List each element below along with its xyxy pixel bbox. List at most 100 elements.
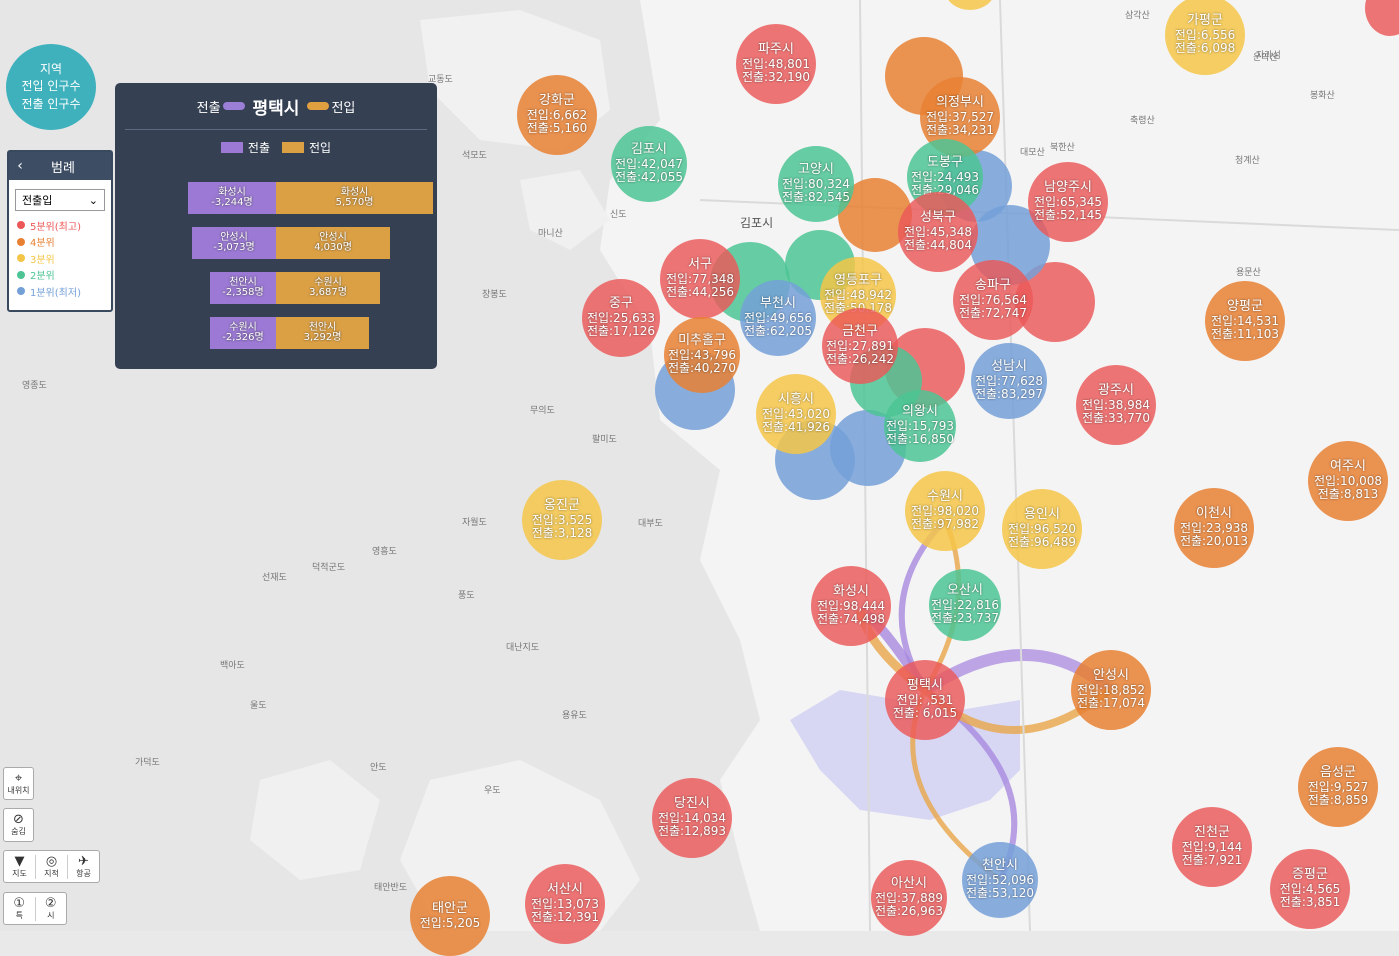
map-type-map[interactable]: ▼ 지도 [4,855,35,879]
map-place-label: 자라섬 [1256,51,1281,61]
region-bubble-11[interactable]: 송파구 전입:76,564 전출:72,747 [953,260,1033,340]
region-bubble-0[interactable]: 파주시 전입:48,801 전출:32,190 [736,24,816,104]
region-bubble-29[interactable]: 안성시 전입:18,852 전출:17,074 [1071,650,1151,730]
legend-list: 5분위(최고) 4분위 3분위 2분위 1분위(최저) [17,217,111,300]
region-out: 전출:8,813 [1317,487,1379,502]
map-place-label: 안도 [370,763,387,773]
region-in: 전입:52,096 [965,872,1035,887]
map-place-label: 장봉도 [482,290,507,300]
region-name: 고양시 [798,161,834,177]
flow-in-label: 전입 [331,100,356,116]
region-in: 전입:14,531 [1210,313,1280,328]
region-bubble-19[interactable]: 시흥시 전입:43,020 전출:41,926 [756,374,836,454]
region-bubble-30[interactable]: 음성군 전입:9,527 전출:8,859 [1298,747,1378,827]
legend-type-select[interactable]: 전출입 ⌄ [15,189,105,211]
region-name: 안성시 [1093,667,1129,683]
region-name: 이천시 [1196,505,1232,521]
region-bubble-14[interactable]: 양평군 전입:14,531 전출:11,103 [1205,281,1285,361]
region-out: 전출:26,242 [825,352,895,367]
flow-in-name: 수원시 [314,276,342,288]
region-name: 용인시 [1024,506,1060,522]
region-bubble-17[interactable]: 성남시 전입:77,628 전출:83,297 [971,343,1047,419]
region-bubble-23[interactable]: 수원시 전입:98,020 전출:97,982 [905,471,985,551]
flow-panel-header: 전출 평택시 전입 [115,83,437,129]
region-bubble-31[interactable]: 당진시 전입:14,034 전출:12,893 [652,778,732,858]
map-place-label: 석모도 [462,151,487,161]
region-bubble-7[interactable]: 남양주시 전입:65,345 전출:52,145 [1028,162,1108,242]
airplane-icon: ✈ [78,853,89,869]
flow-row[interactable]: 안성시 -3,073명 안성시 4,030명 [192,227,390,259]
region-bubble-25[interactable]: 이천시 전입:23,938 전출:20,013 [1174,488,1254,568]
region-in: 전입:65,345 [1033,194,1103,209]
region-bubble-32[interactable]: 진천군 전입:9,144 전출:7,921 [1172,807,1252,887]
map-place-label: 울도 [250,701,267,711]
region-out: 전출:44,804 [903,238,973,253]
region-name: 여주시 [1330,458,1366,474]
region-in: 전입:6,556 [1174,27,1236,42]
map-place-label: 운악산 [1253,53,1278,63]
region-bubble-5[interactable]: 고양시 전입:80,324 전출:82,545 [778,146,854,222]
region-out: 전출:44,256 [665,285,735,300]
level-1-button[interactable]: ① 특 [4,897,35,921]
region-bubble-27[interactable]: 오산시 전입:22,816 전출:23,737 [929,569,1001,641]
region-bubble-37[interactable]: 증평군 전입:4,565 전출:3,851 [1270,849,1350,929]
region-bubble-24[interactable]: 용인시 전입:96,520 전출:96,489 [1002,489,1082,569]
region-bubble-35[interactable]: 서산시 전입:13,073 전출:12,391 [525,864,605,944]
region-bubble-1[interactable]: 가평군 전입:6,556 전출:6,098 [1165,0,1245,75]
region-in: 전입:9,527 [1307,779,1369,794]
map-place-label: 영흥도 [372,547,397,557]
map-place-label: 우도 [484,786,501,796]
region-bubble-22[interactable]: 옹진군 전입:3,525 전출:3,128 [522,480,602,560]
region-name: 도봉구 [927,154,963,170]
crosshair-icon: ⌖ [14,770,23,786]
region-bubble-13[interactable]: 부천시 전입:49,656 전출:62,205 [740,280,816,356]
arrow-left-icon [222,102,245,110]
hide-button[interactable]: ⊘ 숨김 [3,808,34,842]
region-bubble-4[interactable]: 김포시 전입:42,047 전출:42,055 [611,126,687,202]
region-name: 성남시 [991,358,1027,374]
region-in: 전입:77,348 [665,271,735,286]
map-place-label: 교동도 [428,75,453,85]
region-bubble-21[interactable]: 여주시 전입:10,008 전출:8,813 [1308,441,1388,521]
map-type-terrain[interactable]: ◎ 지적 [35,854,67,879]
eye-off-icon: ⊘ [13,812,24,827]
region-bubble-2[interactable]: 강화군 전입:6,662 전출:5,160 [517,75,597,155]
flow-row[interactable]: 수원시 -2,326명 천안시 3,292명 [210,317,369,349]
region-bubble[interactable] [945,0,995,10]
region-bubble-28[interactable]: 평택시 전입: ,531 전출: 6,015 [885,660,965,740]
legend-item: 5분위(최고) [17,217,111,234]
region-bubble-36[interactable]: 태안군 전입:5,205 [410,876,490,956]
region-in: 전입:25,633 [586,310,656,325]
map-type-aerial[interactable]: ✈ 항공 [67,853,99,879]
level-2-button[interactable]: ② 시 [34,895,67,921]
region-out: 전출:52,145 [1033,208,1103,223]
region-bubble-12[interactable]: 중구 전입:25,633 전출:17,126 [582,279,660,357]
legend-dot-icon [17,254,25,263]
region-bubble-18[interactable]: 광주시 전입:38,984 전출:33,770 [1076,365,1156,445]
region-bubble-15[interactable]: 미추홀구 전입:43,796 전출:40,270 [664,317,740,393]
region-bubble-20[interactable]: 의왕시 전입:15,793 전출:16,850 [884,390,956,462]
map-place-label: 자월도 [462,518,487,528]
flow-in-name: 안성시 [319,231,347,243]
region-out: 전출:3,851 [1279,895,1341,910]
level-2-icon: ② [44,895,57,911]
map-place-label: 봉화산 [1310,91,1335,101]
region-bubble-9[interactable]: 서구 전입:77,348 전출:44,256 [660,239,740,319]
divider [125,129,427,130]
legend-dot-icon [17,270,25,279]
my-location-button[interactable]: ⌖ 내위치 [3,767,34,800]
region-in: 전입:5,205 [419,915,481,930]
region-bubble-8[interactable]: 성북구 전입:45,348 전출:44,804 [898,192,978,272]
flow-row[interactable]: 천안시 -2,358명 수원시 3,687명 [210,272,380,304]
chevron-left-icon[interactable]: ‹ [17,158,23,174]
region-name: 서산시 [547,881,583,897]
legend-item: 3분위 [17,250,111,267]
flow-key-in: 전입 [282,139,331,156]
region-bubble-26[interactable]: 화성시 전입:98,444 전출:74,498 [811,566,891,646]
region-bubble-16[interactable]: 금천구 전입:27,891 전출:26,242 [822,308,898,384]
region-out: 전출:7,921 [1181,853,1243,868]
flow-row[interactable]: 화성시 -3,244명 화성시 5,570명 [188,182,433,214]
region-bubble-33[interactable]: 천안시 전입:52,096 전출:53,120 [962,842,1038,918]
region-bubble-34[interactable]: 아산시 전입:37,889 전출:26,963 [871,860,947,936]
